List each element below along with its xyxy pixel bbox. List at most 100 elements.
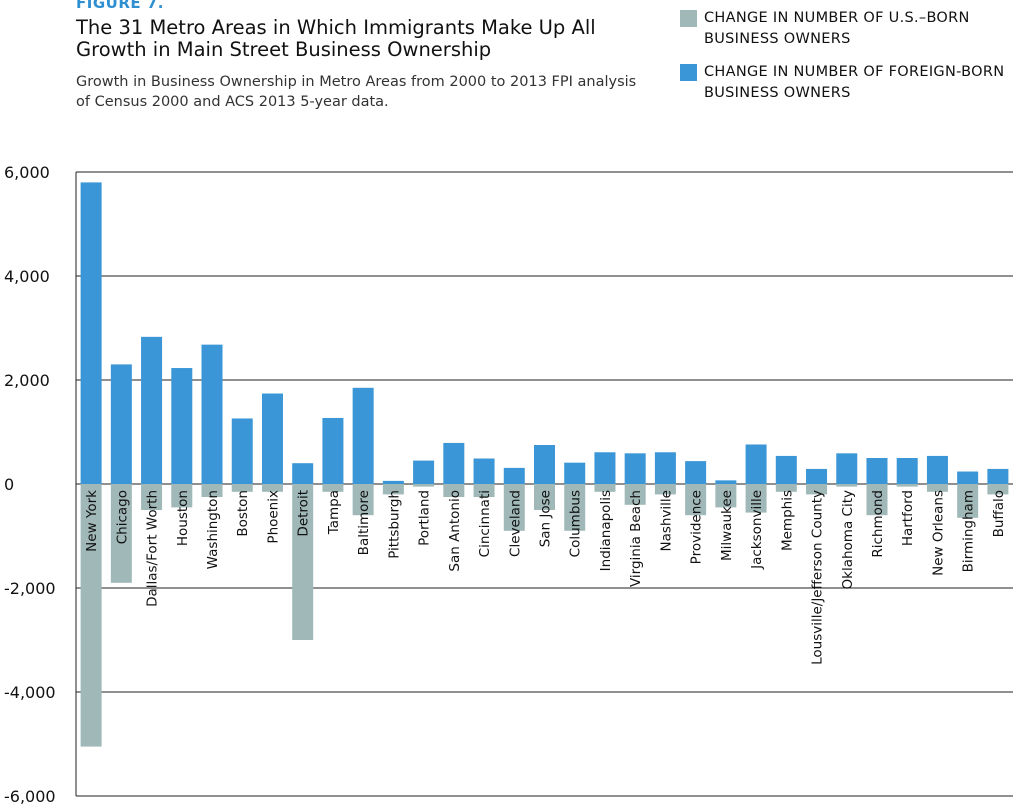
bar-foreign-born — [957, 471, 979, 484]
x-tick-label: Jacksonville — [749, 490, 765, 570]
bar-us-born — [715, 484, 737, 508]
bar-foreign-born — [413, 460, 435, 484]
bar-us-born — [896, 484, 918, 487]
x-tick-label: Detroit — [296, 490, 312, 537]
bar-us-born — [382, 484, 404, 495]
bar-us-born — [322, 484, 344, 492]
x-tick-label: Oklahoma City — [840, 490, 856, 589]
bar-foreign-born — [866, 458, 888, 484]
bar-us-born — [292, 484, 314, 640]
bar-foreign-born — [654, 452, 676, 484]
bar-foreign-born — [715, 480, 737, 484]
bar-us-born — [775, 484, 797, 492]
x-tick-label: Dallas/Fort Worth — [145, 490, 161, 607]
x-tick-label: Houston — [175, 490, 191, 546]
x-tick-label: Providence — [689, 490, 705, 564]
bar-foreign-born — [80, 182, 102, 484]
bar-us-born — [685, 484, 707, 516]
bar-foreign-born — [201, 344, 223, 484]
legend-swatch-us-born — [680, 10, 697, 27]
x-tick-label: Buffalo — [991, 490, 1007, 537]
bar-us-born — [957, 484, 979, 518]
y-tick-label: 4,000 — [4, 267, 50, 286]
x-tick-label: Nashville — [658, 490, 674, 552]
bar-foreign-born — [745, 444, 767, 484]
bar-foreign-born — [443, 442, 465, 484]
bar-foreign-born — [896, 458, 918, 484]
legend-item-us-born: CHANGE IN NUMBER OF U.S.–BORN BUSINESS O… — [680, 8, 1010, 50]
bar-us-born — [564, 484, 586, 531]
bar-foreign-born — [322, 417, 344, 484]
x-tick-label: Milwaukee — [719, 490, 735, 561]
x-tick-label: Lousville/Jefferson County — [810, 490, 826, 665]
bar-us-born — [836, 484, 858, 487]
bar-foreign-born — [503, 467, 525, 484]
y-tick-label: -6,000 — [4, 787, 56, 804]
bar-us-born — [80, 484, 102, 747]
x-tick-label: New Orleans — [930, 490, 946, 576]
bar-us-born — [171, 484, 193, 508]
chart-subtitle: Growth in Business Ownership in Metro Ar… — [76, 74, 637, 110]
bar-us-born — [473, 484, 495, 497]
bar-us-born — [534, 484, 555, 510]
legend-swatch-foreign-born — [680, 64, 697, 81]
bar-us-born — [987, 484, 1009, 495]
bar-foreign-born — [987, 468, 1009, 484]
bar-foreign-born — [352, 387, 374, 484]
x-tick-label: Cincinnati — [477, 490, 493, 557]
bar-foreign-born — [292, 463, 314, 484]
x-tick-label: Baltimore — [356, 490, 372, 555]
bar-us-born — [110, 484, 132, 583]
bar-foreign-born — [382, 480, 404, 484]
bar-foreign-born — [836, 453, 858, 484]
x-tick-label: San Antonio — [447, 490, 463, 572]
x-tick-label: Chicago — [114, 490, 130, 544]
x-tick-label: Tampa — [326, 490, 342, 535]
y-tick-label: 6,000 — [4, 163, 50, 182]
bar-foreign-born — [806, 468, 828, 484]
x-tick-label: Richmond — [870, 490, 886, 558]
figure-label: FIGURE 7. — [76, 0, 164, 12]
bar-us-born — [261, 484, 283, 492]
bar-us-born — [352, 484, 374, 516]
chart-title: The 31 Metro Areas in Which Immigrants M… — [76, 16, 596, 61]
bar-us-born — [413, 484, 435, 487]
x-tick-label: Cleveland — [507, 490, 523, 557]
x-tick-label: Birmingham — [961, 490, 977, 572]
y-tick-label: 2,000 — [4, 371, 50, 390]
y-tick-label: 0 — [4, 475, 14, 494]
bar-us-born — [201, 484, 223, 497]
x-tick-label: Indianapolis — [598, 490, 614, 571]
bar-foreign-born — [624, 453, 646, 484]
bar-foreign-born — [926, 455, 948, 484]
bar-foreign-born — [594, 452, 616, 484]
bar-foreign-born — [261, 393, 283, 484]
x-tick-label: Boston — [235, 490, 251, 537]
bar-us-born — [624, 484, 646, 505]
y-tick-label: -2,000 — [4, 579, 56, 598]
legend: CHANGE IN NUMBER OF U.S.–BORN BUSINESS O… — [680, 8, 1010, 116]
bar-us-born — [654, 484, 676, 495]
bar-foreign-born — [141, 336, 163, 484]
bar-us-born — [503, 484, 525, 531]
bar-us-born — [806, 484, 828, 495]
bar-foreign-born — [534, 445, 555, 484]
bar-foreign-born — [171, 368, 193, 484]
legend-item-foreign-born: CHANGE IN NUMBER OF FOREIGN-BORN BUSINES… — [680, 62, 1010, 104]
bar-foreign-born — [685, 461, 707, 484]
bar-foreign-born — [564, 462, 586, 484]
bar-us-born — [231, 484, 253, 492]
x-tick-label: San Jose — [538, 490, 554, 547]
x-tick-label: Columbus — [568, 490, 584, 557]
y-tick-label: -4,000 — [4, 683, 56, 702]
bar-us-born — [745, 484, 767, 513]
legend-label-us-born: CHANGE IN NUMBER OF U.S.–BORN BUSINESS O… — [704, 10, 970, 47]
bar-us-born — [141, 484, 163, 510]
x-tick-label: Phoenix — [265, 490, 281, 544]
bar-foreign-born — [775, 455, 797, 484]
bar-us-born — [594, 484, 616, 492]
x-tick-label: New York — [84, 490, 100, 552]
legend-label-foreign-born: CHANGE IN NUMBER OF FOREIGN-BORN BUSINES… — [704, 64, 1005, 101]
x-tick-label: Virginia Beach — [628, 490, 644, 587]
